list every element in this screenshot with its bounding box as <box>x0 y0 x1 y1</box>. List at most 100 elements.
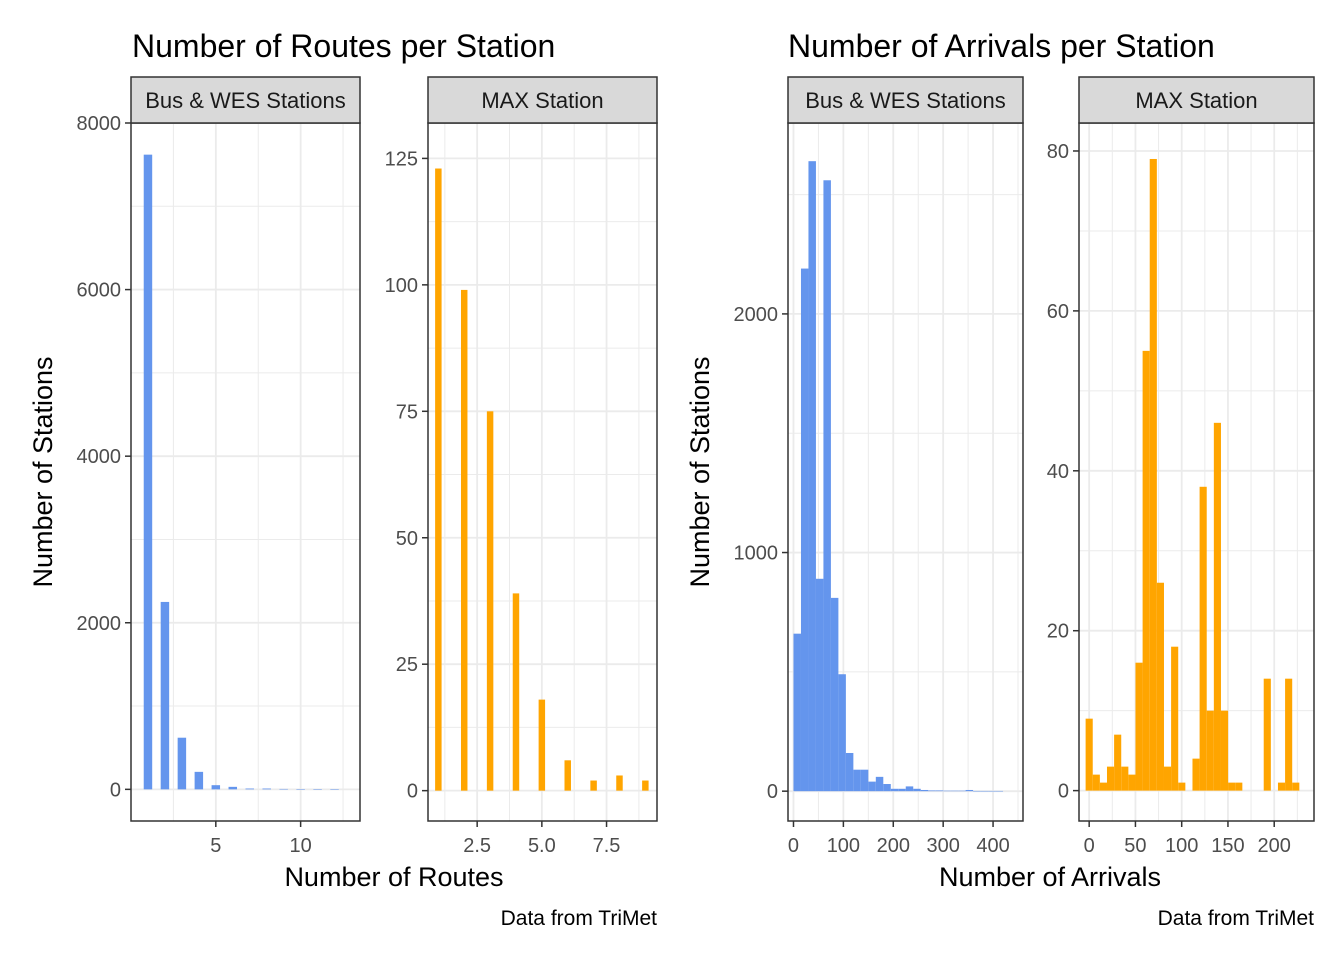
facet-strip-label: Bus & WES Stations <box>145 88 346 113</box>
bar <box>1263 678 1271 791</box>
bar <box>538 699 546 791</box>
y-tick-label: 25 <box>396 654 418 676</box>
bar <box>590 780 597 791</box>
bar <box>1149 158 1157 791</box>
x-tick-label: 50 <box>1124 835 1146 857</box>
bar <box>160 601 170 790</box>
x-tick-label: 300 <box>926 835 959 857</box>
bar <box>1114 734 1122 791</box>
bar <box>943 790 951 792</box>
bar <box>815 578 824 792</box>
caption-routes: Data from TriMet <box>501 907 658 930</box>
bar <box>1142 350 1150 791</box>
bar <box>1228 782 1236 791</box>
x-axis-title-routes: Number of Routes <box>284 862 503 892</box>
facet-strip <box>1078 76 1315 124</box>
bar <box>905 786 914 792</box>
bar <box>995 790 1004 792</box>
x-tick-label: 5 <box>210 835 221 857</box>
x-tick-label: 150 <box>1211 835 1244 857</box>
bar <box>1199 486 1207 791</box>
x-tick-label: 200 <box>877 835 910 857</box>
x-axis-title-arrivals: Number of Arrivals <box>939 862 1161 892</box>
bar <box>1213 422 1221 791</box>
y-tick-label: 40 <box>1047 461 1069 483</box>
x-tick-label: 0 <box>788 835 799 857</box>
bar <box>883 784 891 792</box>
bar <box>958 790 966 792</box>
bar <box>830 597 839 792</box>
bar <box>330 789 339 790</box>
panel-border <box>1078 122 1315 822</box>
bar <box>808 161 816 792</box>
bar <box>1163 766 1172 791</box>
bar <box>177 737 187 790</box>
y-tick-label: 60 <box>1047 301 1069 323</box>
y-tick-label: 0 <box>110 779 121 801</box>
bar <box>1156 582 1164 791</box>
facet-strip-label: MAX Station <box>1135 88 1257 113</box>
x-tick-label: 100 <box>827 835 860 857</box>
bar <box>860 769 869 792</box>
bar <box>1292 782 1300 791</box>
bar <box>800 268 809 792</box>
bar <box>143 154 153 790</box>
caption-arrivals: Data from TriMet <box>1158 907 1315 930</box>
bar <box>1135 662 1143 791</box>
y-tick-label: 6000 <box>77 280 122 302</box>
y-tick-label: 2000 <box>734 304 779 326</box>
chart-title-arrivals: Number of Arrivals per Station <box>788 28 1215 64</box>
bar <box>1106 766 1115 791</box>
bar <box>920 789 929 792</box>
y-tick-label: 0 <box>407 781 418 803</box>
y-tick-label: 2000 <box>77 613 122 635</box>
bar <box>194 771 204 790</box>
bar <box>980 790 989 792</box>
bar <box>642 780 649 791</box>
bar <box>1092 774 1100 791</box>
bar <box>486 411 494 791</box>
bar <box>890 788 899 792</box>
bar <box>1085 718 1093 791</box>
bar <box>1099 782 1107 791</box>
y-tick-label: 0 <box>767 781 778 803</box>
x-tick-label: 5.0 <box>528 835 556 857</box>
bar <box>1206 710 1214 791</box>
facet-strip <box>427 76 658 124</box>
bar <box>564 760 571 791</box>
x-tick-label: 100 <box>1165 835 1198 857</box>
bar <box>460 289 468 791</box>
bar <box>211 785 221 790</box>
x-tick-label: 10 <box>290 835 312 857</box>
y-tick-label: 125 <box>385 148 418 170</box>
bar <box>868 781 876 792</box>
y-tick-label: 100 <box>385 275 418 297</box>
bar <box>965 789 974 792</box>
bar <box>1121 766 1129 791</box>
x-tick-label: 0 <box>1084 835 1095 857</box>
facet-strip <box>130 76 361 124</box>
bar <box>262 788 271 790</box>
bar <box>228 786 238 790</box>
y-tick-label: 80 <box>1047 141 1069 163</box>
bar <box>898 788 906 792</box>
bar <box>950 790 959 792</box>
bar <box>435 168 442 791</box>
x-tick-label: 400 <box>976 835 1009 857</box>
bar <box>296 789 305 790</box>
facet-0-0: Bus & WES Stations 0 2000 4000 6000 8000 5 10 <box>77 76 361 857</box>
bar <box>1235 782 1243 791</box>
y-tick-label: 8000 <box>77 113 122 135</box>
bar <box>245 788 254 790</box>
bar <box>279 788 288 790</box>
y-tick-label: 1000 <box>734 543 779 565</box>
y-tick-label: 0 <box>1058 781 1069 803</box>
bar <box>1178 782 1186 791</box>
bar <box>935 790 944 792</box>
bar <box>845 752 854 792</box>
bar <box>616 775 623 791</box>
y-axis-title-arrivals: Number of Stations <box>685 356 715 587</box>
facet-0-1: MAX Station 0 25 50 75 100 125 2.5 5.0 7.5 <box>385 76 658 857</box>
